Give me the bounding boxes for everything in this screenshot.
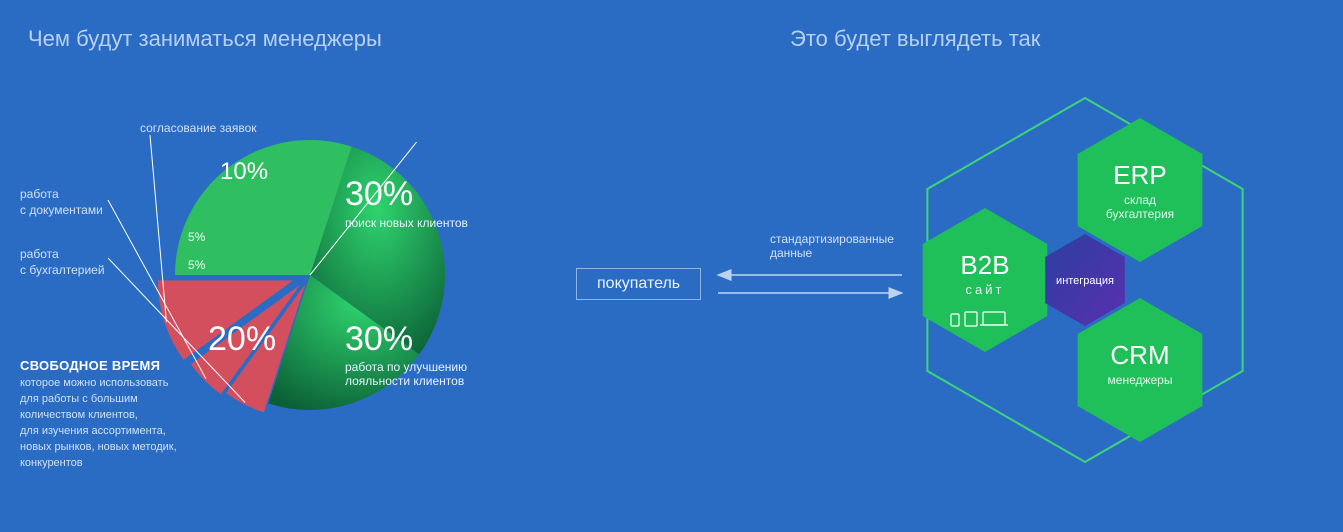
hex-b2b bbox=[923, 208, 1048, 352]
hex-crm-sub-0: менеджеры bbox=[1108, 373, 1173, 387]
hex-erp-sub-0: склад bbox=[1124, 193, 1156, 207]
hex-crm bbox=[1078, 298, 1203, 442]
hex-erp-title: ERP bbox=[1113, 160, 1166, 190]
hex-b2b-title: B2B bbox=[960, 250, 1009, 280]
hex-erp-sub-1: бухгалтерия bbox=[1106, 207, 1174, 221]
hex-int-title: интеграция bbox=[1056, 275, 1114, 287]
hex-crm-title: CRM bbox=[1110, 340, 1169, 370]
hex-b2b-sub-0: сайт bbox=[966, 282, 1005, 297]
hex-erp bbox=[1078, 118, 1203, 262]
hex-diagram: B2B сайт ERP складбухгалтерия CRM менеджеры ин… bbox=[0, 0, 1343, 532]
